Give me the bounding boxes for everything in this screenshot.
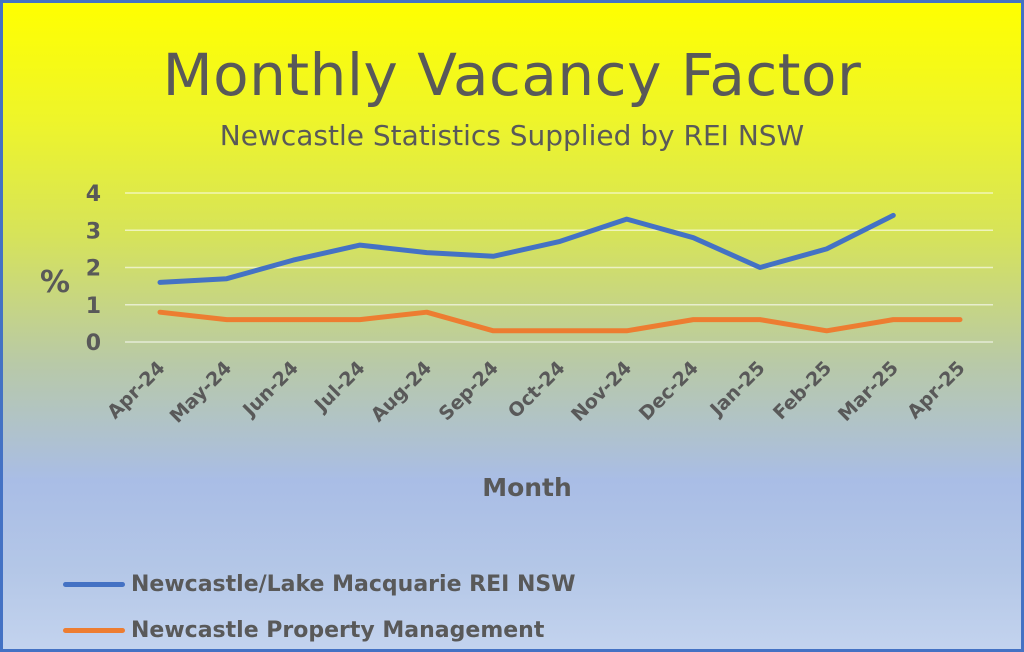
y-axis-ticks: 0 1 2 3 4 [86, 182, 101, 356]
x-tick-label: Sep-24 [435, 357, 503, 425]
series-lines [157, 212, 963, 334]
x-tick-label: Aug-24 [367, 357, 436, 426]
y-axis-label: % [40, 265, 70, 300]
chart-subtitle: Newcastle Statistics Supplied by REI NSW [219, 119, 805, 152]
y-tick-label: 3 [86, 219, 101, 244]
x-tick-label: May-24 [166, 357, 237, 428]
gridlines [125, 192, 993, 343]
y-tick-label: 1 [86, 294, 101, 319]
x-axis-label: Month [482, 473, 572, 502]
x-tick-label: Apr-25 [903, 357, 969, 423]
x-tick-label: Oct-24 [504, 357, 570, 423]
x-tick-label: Jan-25 [705, 357, 770, 422]
x-tick-label: Jun-24 [237, 357, 302, 422]
legend-label: Newcastle Property Management [131, 617, 545, 643]
x-tick-label: Feb-25 [769, 357, 836, 424]
x-tick-label: Jul-24 [309, 357, 369, 417]
legend-item-series-2: Newcastle Property Management [63, 615, 544, 645]
x-tick-label: Nov-24 [567, 357, 636, 426]
legend-swatch-blue [63, 581, 125, 587]
chart-title: Monthly Vacancy Factor [162, 41, 862, 109]
series-line-1 [157, 212, 896, 285]
legend-item-series-1: Newcastle/Lake Macquarie REI NSW [63, 569, 575, 599]
x-tick-label: Apr-24 [103, 357, 169, 423]
legend-swatch-orange [63, 627, 125, 633]
y-tick-label: 2 [86, 257, 101, 282]
y-tick-label: 4 [86, 182, 101, 207]
x-tick-label: Dec-24 [635, 357, 703, 425]
x-tick-label: Mar-25 [834, 357, 903, 426]
y-tick-label: 0 [86, 331, 101, 356]
legend-label: Newcastle/Lake Macquarie REI NSW [131, 571, 576, 597]
series-line-2 [157, 309, 963, 334]
